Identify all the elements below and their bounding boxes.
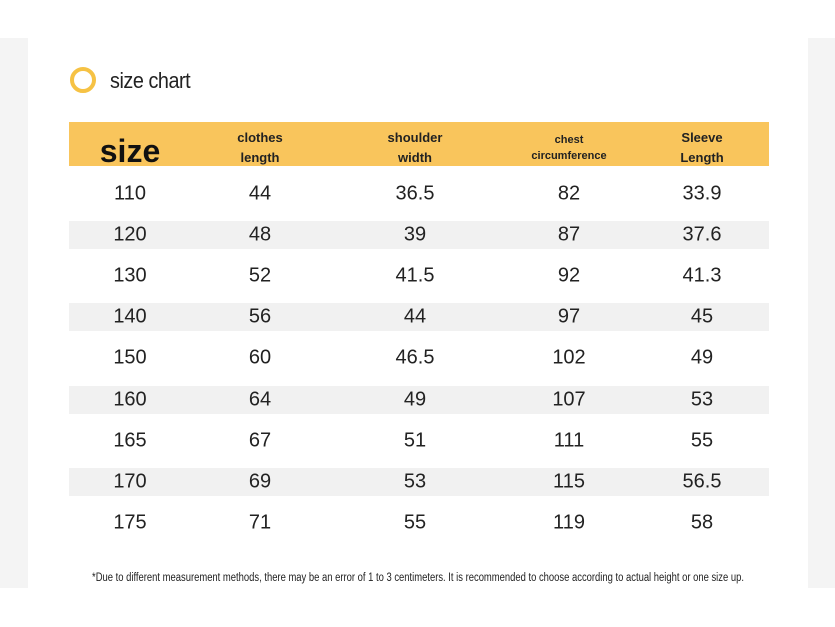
cell: 82 bbox=[557, 182, 581, 205]
cell: 46.5 bbox=[395, 346, 435, 369]
cell: 87 bbox=[557, 223, 581, 246]
cell: 160 bbox=[113, 388, 147, 410]
header-line: clothes bbox=[237, 130, 283, 145]
cell: 48 bbox=[248, 223, 272, 246]
margin bbox=[808, 38, 835, 588]
column-header: size bbox=[100, 134, 160, 168]
cell: 56 bbox=[248, 305, 272, 328]
cell: 102 bbox=[552, 346, 586, 369]
header-line: length bbox=[240, 150, 280, 165]
cell: 41.5 bbox=[395, 264, 435, 287]
cell: 175 bbox=[113, 511, 147, 534]
column-header: Sleeve Length bbox=[680, 128, 723, 168]
title-icon bbox=[70, 67, 96, 93]
cell: 119 bbox=[553, 511, 585, 534]
cell: 49 bbox=[690, 346, 714, 369]
cell: 52 bbox=[248, 264, 272, 287]
row-stripe bbox=[69, 221, 769, 250]
cell: 33.9 bbox=[682, 182, 722, 205]
cell: 53 bbox=[690, 388, 714, 410]
header-line: width bbox=[398, 150, 432, 165]
cell: 55 bbox=[690, 429, 714, 452]
cell: 45 bbox=[690, 305, 714, 328]
column-header: shoulder width bbox=[388, 128, 443, 168]
cell: 69 bbox=[248, 470, 272, 493]
cell: 51 bbox=[403, 429, 427, 452]
cell: 120 bbox=[113, 223, 147, 246]
cell: 44 bbox=[248, 182, 272, 205]
cell: 150 bbox=[113, 346, 147, 369]
margin bbox=[0, 38, 28, 588]
cell: 71 bbox=[248, 511, 272, 534]
cell: 67 bbox=[248, 429, 272, 452]
cell: 107 bbox=[552, 388, 586, 410]
cell: 37.6 bbox=[682, 223, 722, 246]
cell: 115 bbox=[553, 470, 585, 493]
cell: 60 bbox=[248, 346, 272, 369]
cell: 64 bbox=[248, 388, 272, 410]
cell: 140 bbox=[113, 305, 147, 328]
header-line: Sleeve bbox=[681, 130, 723, 145]
cell: 130 bbox=[113, 264, 147, 287]
cell: 56.5 bbox=[682, 470, 722, 493]
cell: 97 bbox=[557, 305, 581, 328]
cell: 53 bbox=[403, 470, 427, 493]
header-line: chest bbox=[554, 134, 584, 146]
cell: 44 bbox=[403, 305, 427, 328]
cell: 49 bbox=[403, 388, 427, 410]
cell: 36.5 bbox=[395, 182, 435, 205]
header-line: shoulder bbox=[387, 130, 443, 145]
footnote: *Due to different measurement methods, t… bbox=[92, 572, 744, 584]
header-line: circumference bbox=[531, 150, 607, 162]
row-stripe bbox=[69, 385, 769, 414]
cell: 55 bbox=[403, 511, 427, 534]
cell: 39 bbox=[403, 223, 427, 246]
cell: 41.3 bbox=[682, 264, 722, 287]
header-band bbox=[69, 122, 769, 166]
cell: 111 bbox=[553, 429, 585, 452]
column-header: chest circumference bbox=[531, 132, 606, 164]
column-header: clothes length bbox=[237, 128, 283, 168]
cell: 170 bbox=[113, 470, 147, 493]
row-stripe bbox=[69, 303, 769, 332]
cell: 92 bbox=[557, 264, 581, 287]
title: size chart bbox=[110, 68, 191, 93]
row-stripe bbox=[69, 467, 769, 496]
cell: 110 bbox=[114, 182, 146, 205]
cell: 58 bbox=[690, 511, 714, 534]
header-line: Length bbox=[680, 150, 724, 165]
header-line: size bbox=[99, 133, 161, 169]
cell: 165 bbox=[113, 429, 147, 452]
